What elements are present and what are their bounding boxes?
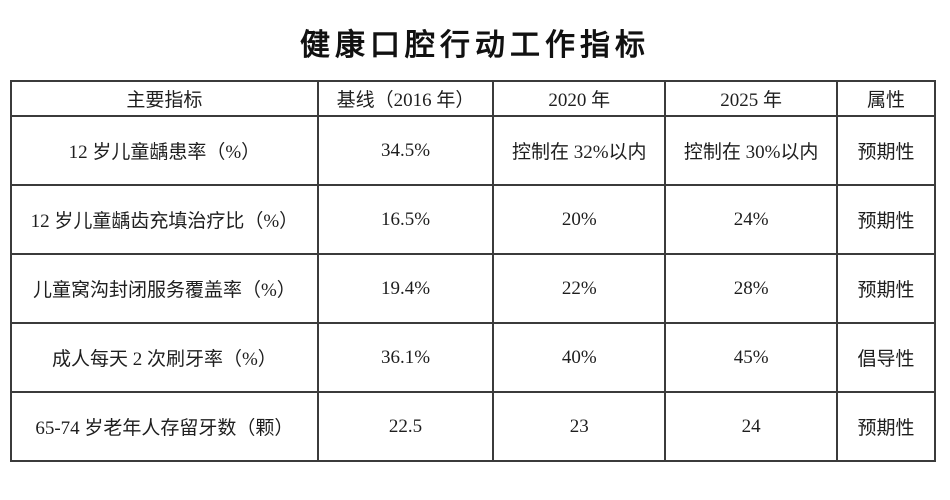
cell-2020: 控制在 32%以内 <box>492 115 667 186</box>
cell-attribute: 预期性 <box>836 391 936 462</box>
cell-indicator: 12 岁儿童龋患率（%） <box>10 115 319 186</box>
cell-baseline: 19.4% <box>316 253 495 324</box>
cell-baseline: 16.5% <box>316 184 495 255</box>
table-row: 12 岁儿童龋齿充填治疗比（%） 16.5% 20% 24% 预期性 <box>10 184 936 255</box>
page-title: 健康口腔行动工作指标 <box>300 29 650 62</box>
cell-attribute: 预期性 <box>836 184 936 255</box>
cell-attribute: 预期性 <box>836 115 936 186</box>
column-header-2020: 2020 年 <box>492 80 667 117</box>
cell-indicator: 儿童窝沟封闭服务覆盖率（%） <box>10 253 319 324</box>
column-header-indicator: 主要指标 <box>10 80 319 117</box>
cell-indicator: 成人每天 2 次刷牙率（%） <box>10 322 319 393</box>
cell-2020: 23 <box>492 391 667 462</box>
table-row: 儿童窝沟封闭服务覆盖率（%） 19.4% 22% 28% 预期性 <box>10 253 936 324</box>
cell-baseline: 34.5% <box>316 115 495 186</box>
cell-2025: 45% <box>664 322 839 393</box>
table-row: 65-74 岁老年人存留牙数（颗） 22.5 23 24 预期性 <box>10 391 936 462</box>
cell-2020: 40% <box>492 322 667 393</box>
cell-2025: 24% <box>664 184 839 255</box>
cell-2025: 控制在 30%以内 <box>664 115 839 186</box>
cell-2025: 28% <box>664 253 839 324</box>
column-header-2025: 2025 年 <box>664 80 839 117</box>
table-row: 成人每天 2 次刷牙率（%） 36.1% 40% 45% 倡导性 <box>10 322 936 393</box>
cell-baseline: 36.1% <box>316 322 495 393</box>
column-header-baseline-2016: 基线（2016 年） <box>316 80 495 117</box>
table-row: 12 岁儿童龋患率（%） 34.5% 控制在 32%以内 控制在 30%以内 预… <box>10 115 936 186</box>
cell-2020: 22% <box>492 253 667 324</box>
cell-attribute: 预期性 <box>836 253 936 324</box>
table-header-row: 主要指标 基线（2016 年） 2020 年 2025 年 属性 <box>10 80 936 117</box>
indicators-table: 主要指标 基线（2016 年） 2020 年 2025 年 属性 12 岁儿童龋… <box>10 80 936 462</box>
cell-2025: 24 <box>664 391 839 462</box>
cell-baseline: 22.5 <box>316 391 495 462</box>
column-header-attribute: 属性 <box>836 80 936 117</box>
cell-2020: 20% <box>492 184 667 255</box>
cell-indicator: 65-74 岁老年人存留牙数（颗） <box>10 391 319 462</box>
cell-attribute: 倡导性 <box>836 322 936 393</box>
cell-indicator: 12 岁儿童龋齿充填治疗比（%） <box>10 184 319 255</box>
